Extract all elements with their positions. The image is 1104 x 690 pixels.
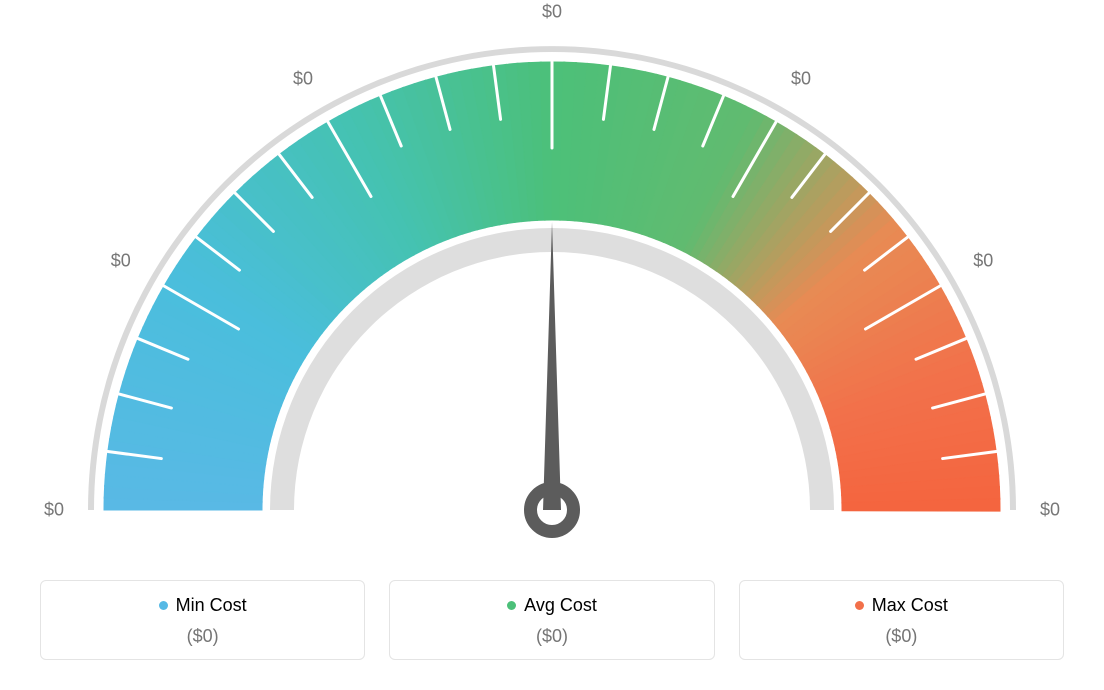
legend-card-min: Min Cost ($0) (40, 580, 365, 660)
gauge-tick-label: $0 (791, 68, 811, 89)
legend-min-dot (159, 601, 168, 610)
gauge-tick-label: $0 (293, 68, 313, 89)
gauge-tick-label: $0 (542, 2, 562, 23)
gauge-svg (0, 0, 1104, 560)
legend-avg-value: ($0) (400, 626, 703, 647)
legend-max-dot (855, 601, 864, 610)
gauge-tick-label: $0 (111, 251, 131, 272)
gauge-tick-label: $0 (973, 251, 993, 272)
legend-max-label: Max Cost (872, 595, 948, 616)
legend-min-label: Min Cost (176, 595, 247, 616)
legend-min-value: ($0) (51, 626, 354, 647)
legend-max-title: Max Cost (855, 595, 948, 616)
gauge-tick-label: $0 (44, 500, 64, 521)
legend-row: Min Cost ($0) Avg Cost ($0) Max Cost ($0… (40, 580, 1064, 660)
legend-avg-dot (507, 601, 516, 610)
legend-avg-label: Avg Cost (524, 595, 597, 616)
legend-min-title: Min Cost (159, 595, 247, 616)
gauge-tick-label: $0 (1040, 500, 1060, 521)
legend-max-value: ($0) (750, 626, 1053, 647)
legend-avg-title: Avg Cost (507, 595, 597, 616)
cost-gauge-chart: $0 $0 $0 $0 $0 $0 $0 Min Cost ($0) Avg Cost ($… (0, 0, 1104, 690)
legend-card-avg: Avg Cost ($0) (389, 580, 714, 660)
gauge-area: $0 $0 $0 $0 $0 $0 $0 (0, 0, 1104, 560)
legend-card-max: Max Cost ($0) (739, 580, 1064, 660)
